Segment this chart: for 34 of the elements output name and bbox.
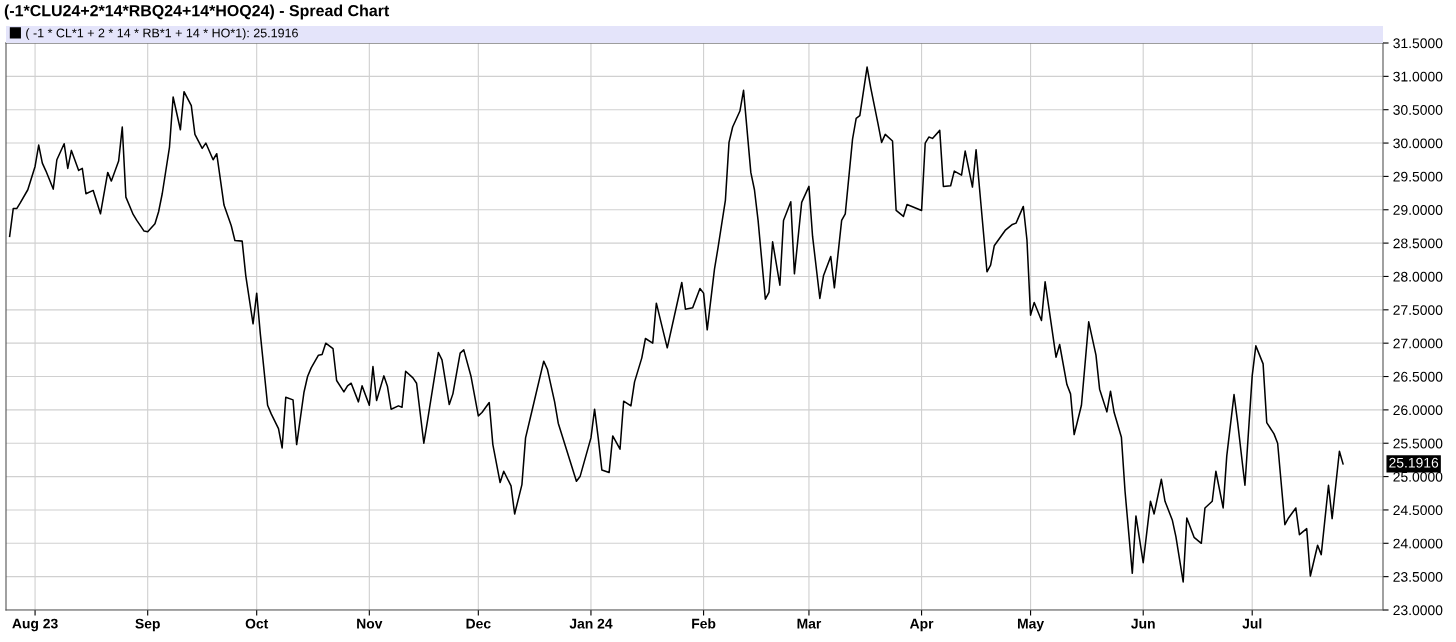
x-tick-label: Jan 24 <box>569 618 613 629</box>
text: 25.1916 <box>1389 457 1439 468</box>
y-tick-label: 28.5000 <box>1393 238 1443 249</box>
x-tick-label: Dec <box>466 618 491 629</box>
y-tick-label: 25.0000 <box>1393 471 1443 482</box>
y-tick-label: 26.0000 <box>1393 405 1443 416</box>
y-tick-label: 31.0000 <box>1393 71 1443 82</box>
y-tick-label: 29.0000 <box>1393 205 1443 215</box>
x-tick-label: Apr <box>909 618 934 632</box>
x-tick-label: Nov <box>357 618 383 629</box>
chart-title: (-1*CLU24+2*14*RBQ24+14*HOQ24) - Spread Chart <box>4 4 390 20</box>
x-tick-label: Feb <box>692 618 716 629</box>
y-tick-label: 26.5000 <box>1393 371 1443 382</box>
y-tick-label: 27.0000 <box>1393 338 1443 349</box>
x-tick-label: Sep <box>135 618 160 632</box>
y-tick-label: 29.5000 <box>1393 171 1443 182</box>
y-tick-label: 30.5000 <box>1393 105 1443 115</box>
x-tick-label: Aug 23 <box>12 618 58 632</box>
y-tick-label: 31.5000 <box>1393 38 1443 49</box>
y-tick-label: 24.0000 <box>1393 538 1443 549</box>
x-tick-label: Mar <box>797 618 822 629</box>
x-tick-label: Jun <box>1131 618 1155 629</box>
y-tick-label: 23.5000 <box>1393 571 1443 582</box>
y-tick-label: 30.0000 <box>1393 138 1443 149</box>
y-tick-label: 27.5000 <box>1393 305 1443 315</box>
y-tick-label: 28.0000 <box>1393 271 1443 282</box>
x-tick-label: Jul <box>1242 618 1262 629</box>
x-tick-label: Oct <box>245 618 269 629</box>
y-tick-label: 23.0000 <box>1393 605 1443 616</box>
line-series <box>8 66 1344 583</box>
x-tick-label: May <box>1018 618 1045 632</box>
legend-label: ( -1 * CL*1 + 2 * 14 * RB*1 + 14 * HO*1): 25.1916 <box>26 28 298 40</box>
y-tick-label: 25.5000 <box>1393 438 1443 449</box>
y-tick-label: 24.5000 <box>1393 505 1443 516</box>
